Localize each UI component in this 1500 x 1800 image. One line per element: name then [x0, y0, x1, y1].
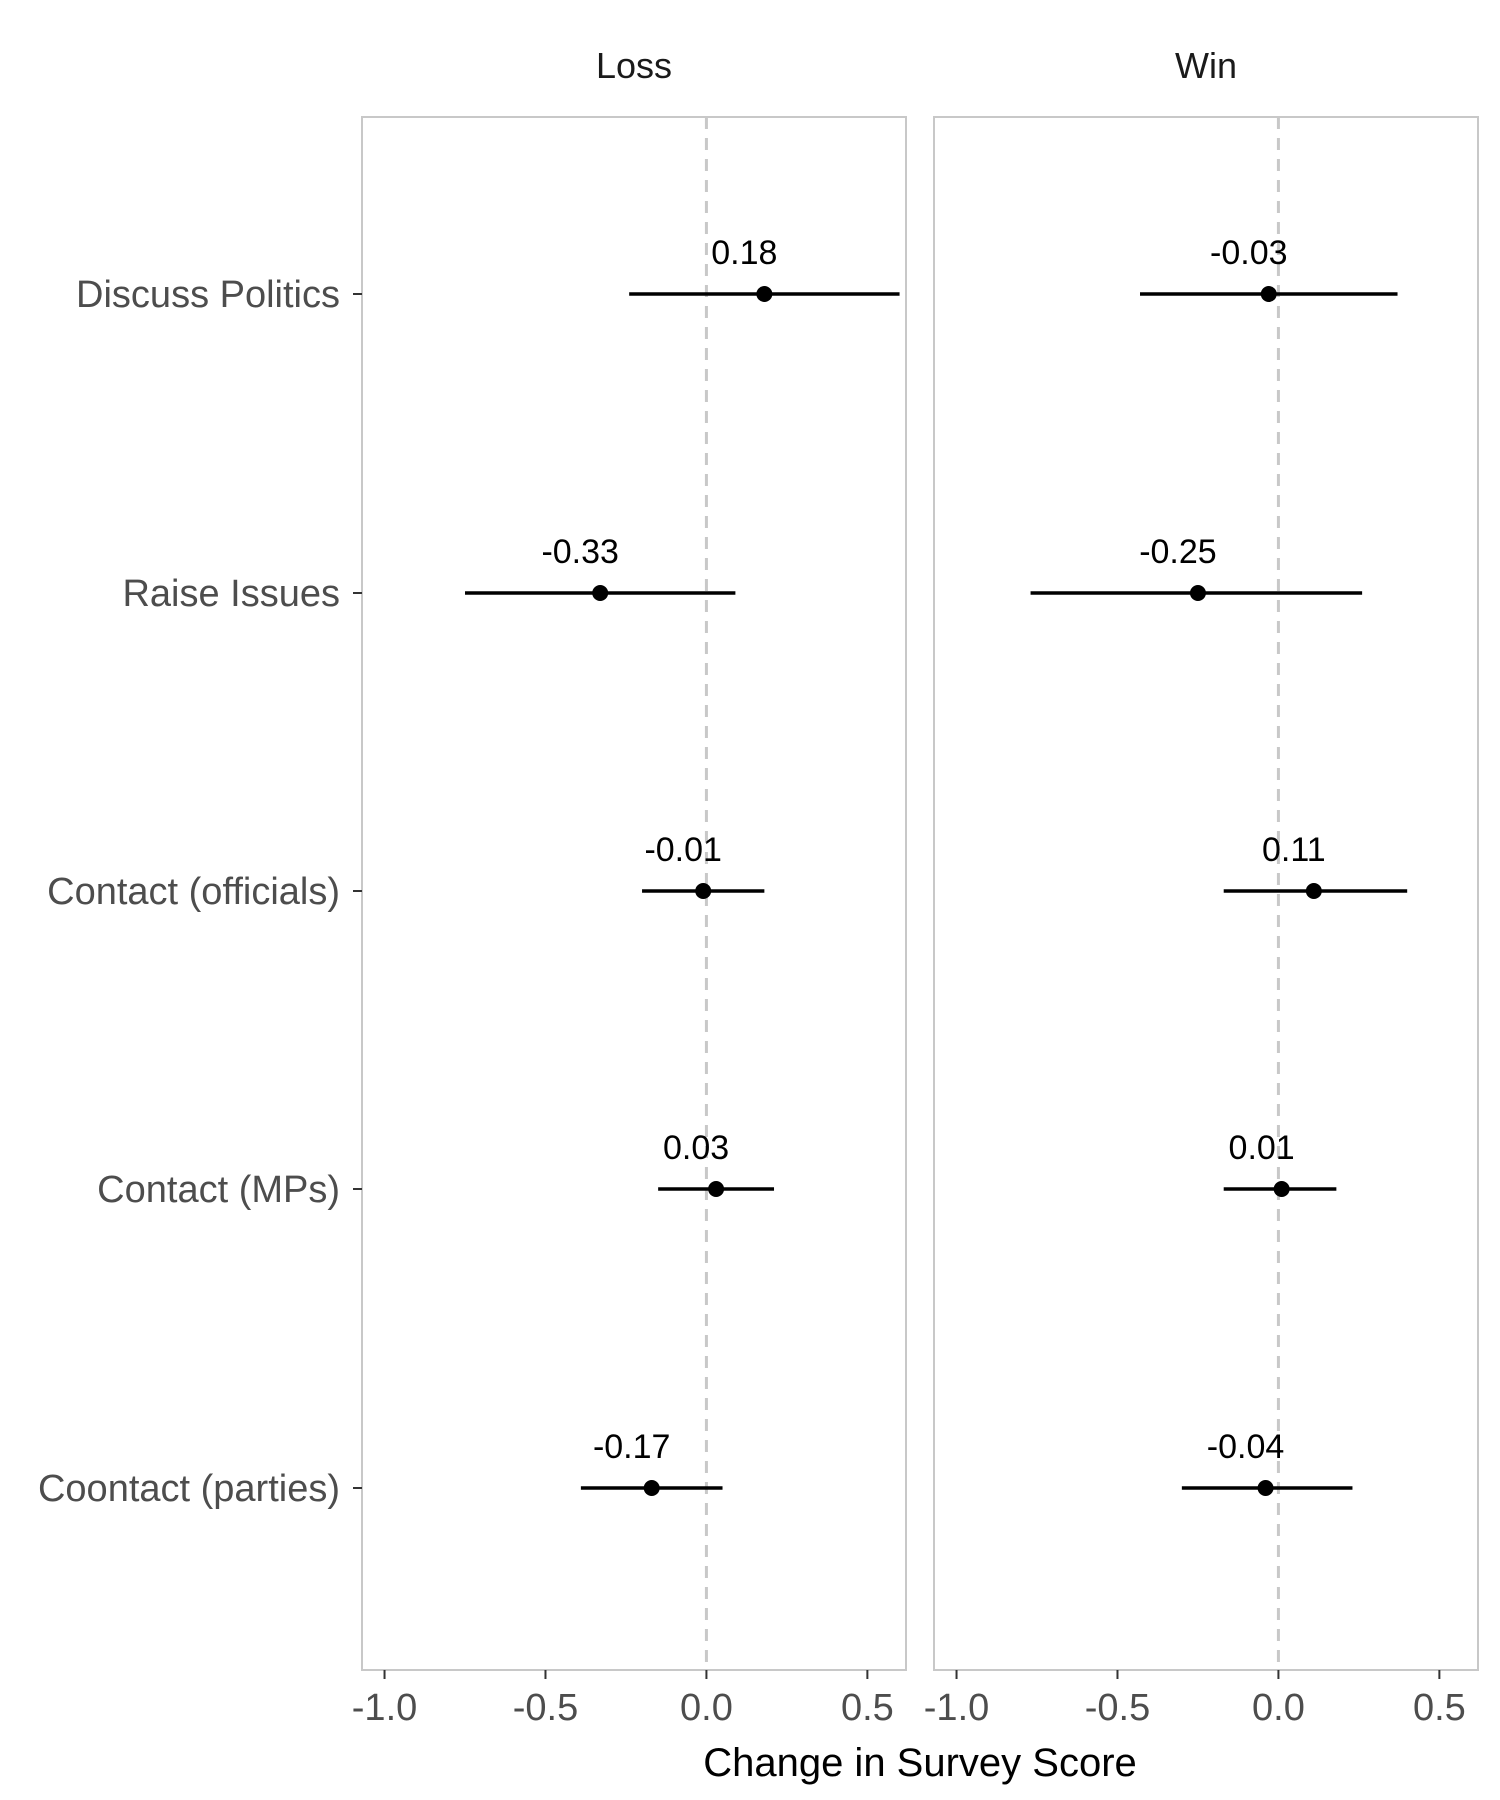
point-estimate	[643, 1480, 660, 1496]
point-estimate	[1260, 286, 1277, 302]
panel-border	[933, 116, 1479, 1671]
x-tick-label: 0.0	[1252, 1687, 1305, 1729]
panel-border	[361, 116, 907, 1671]
category-label: Contact (officials)	[47, 871, 340, 913]
x-tick-label: 0.0	[680, 1687, 733, 1729]
estimate-label: -0.17	[593, 1428, 671, 1466]
estimate-4: -0.04	[1181, 1428, 1353, 1496]
estimate-label: -0.33	[541, 533, 619, 571]
estimate-1: -0.33	[465, 533, 736, 601]
estimate-4: -0.17	[580, 1428, 723, 1496]
category-label: Discuss Politics	[76, 274, 340, 316]
category-label: Contact (MPs)	[97, 1169, 340, 1211]
estimate-2: -0.01	[642, 831, 765, 899]
facet-strip-label: Loss	[596, 45, 672, 86]
point-estimate	[1273, 1181, 1290, 1197]
estimate-label: 0.11	[1262, 831, 1326, 869]
estimate-label: -0.04	[1207, 1428, 1285, 1466]
estimate-label: 0.01	[1229, 1129, 1295, 1167]
plot-root: Loss -1.0 -0.5 0.0 0.5 0.18 -0.33 -0.01 0.03 -0.1…	[38, 45, 1479, 1729]
estimate-1: -0.25	[1030, 533, 1363, 601]
estimate-label: -0.03	[1210, 234, 1288, 272]
point-estimate	[592, 585, 609, 601]
point-estimate	[1305, 883, 1322, 899]
point-estimate	[756, 286, 773, 302]
estimate-label: 0.18	[711, 234, 777, 272]
x-tick-label: -1.0	[352, 1687, 417, 1729]
x-tick-label: -1.0	[924, 1687, 989, 1729]
estimate-3: 0.03	[658, 1129, 775, 1197]
point-estimate	[1189, 585, 1206, 601]
facet-panel-win: Win -1.0 -0.5 0.0 0.5 -0.03 -0.25 0.11 0.01 -0.04	[924, 45, 1479, 1729]
x-axis-title: Change in Survey Score	[703, 1741, 1137, 1785]
x-tick-label: -0.5	[513, 1687, 578, 1729]
estimate-label: 0.03	[663, 1129, 729, 1167]
estimate-2: 0.11	[1223, 831, 1408, 899]
facet-strip-label: Win	[1175, 45, 1237, 86]
estimate-3: 0.01	[1223, 1129, 1337, 1197]
x-tick-label: 0.5	[1413, 1687, 1466, 1729]
category-label: Coontact (parties)	[38, 1468, 340, 1510]
point-estimate	[708, 1181, 725, 1197]
estimate-label: -0.25	[1139, 533, 1217, 571]
x-tick-label: 0.5	[841, 1687, 894, 1729]
point-estimate	[695, 883, 712, 899]
facet-panel-loss: Loss -1.0 -0.5 0.0 0.5 0.18 -0.33 -0.01 0.03 -0.1…	[352, 45, 907, 1729]
point-estimate	[1257, 1480, 1274, 1496]
category-label: Raise Issues	[122, 573, 340, 615]
x-tick-label: -0.5	[1085, 1687, 1150, 1729]
estimate-0: 0.18	[629, 234, 900, 302]
estimate-0: -0.03	[1140, 234, 1398, 302]
estimate-label: -0.01	[644, 831, 722, 869]
